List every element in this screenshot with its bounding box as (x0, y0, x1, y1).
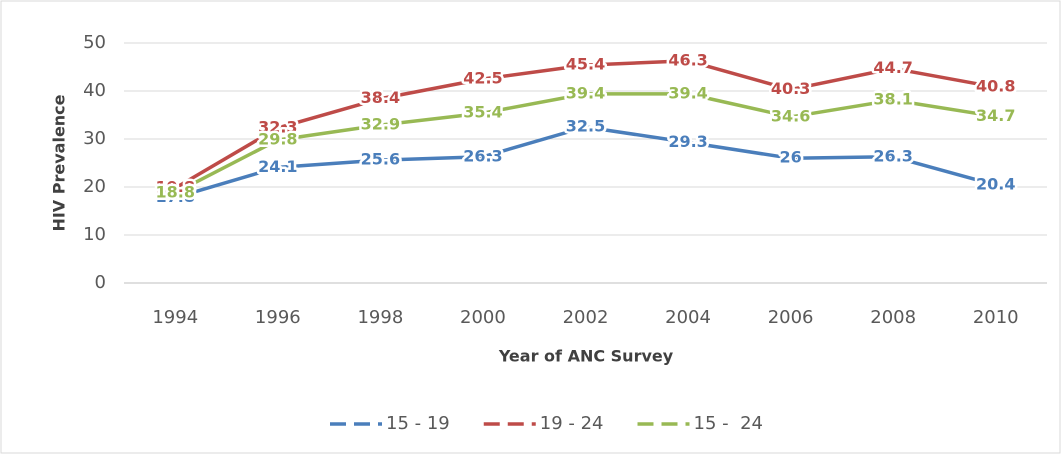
data-label: 38.1 (873, 90, 912, 109)
data-label: 38.4 (361, 88, 400, 107)
y-tick-label: 30 (83, 128, 106, 149)
y-tick-label: 40 (83, 80, 106, 101)
y-tick-label: 50 (83, 32, 106, 53)
data-label: 17.8 (156, 187, 195, 206)
data-label: 32.5 (566, 117, 605, 136)
data-label: 25.6 (361, 150, 400, 169)
data-label: 26.3 (463, 146, 502, 165)
data-label: 40.8 (976, 77, 1015, 96)
data-label: 29.3 (668, 132, 707, 151)
data-label: 39.4 (668, 83, 707, 102)
data-label: 32.9 (361, 115, 400, 134)
x-tick-label: 2000 (460, 307, 506, 328)
data-label: 26 (779, 148, 801, 167)
data-label: 34.7 (976, 106, 1015, 125)
series-line (174, 92, 996, 195)
y-tick-label: 10 (83, 224, 106, 245)
data-label: 32.3 (258, 117, 297, 136)
y-axis-label: HIV Prevalence (50, 94, 69, 231)
series-line (174, 59, 997, 190)
x-tick-label: 1998 (357, 307, 403, 328)
data-label: 39.4 (566, 83, 605, 102)
data-label: 19.8 (156, 177, 195, 196)
data-label: 45.4 (566, 55, 605, 74)
x-tick-label: 2008 (870, 307, 916, 328)
data-label: 26.3 (873, 146, 912, 165)
x-tick-label: 2002 (563, 307, 609, 328)
legend-label: 15 - 24 (694, 413, 763, 434)
x-tick-label: 1994 (152, 307, 198, 328)
legend-label: 15 - 19 (386, 413, 450, 434)
data-label: 35.4 (463, 103, 502, 122)
x-tick-label: 2006 (768, 307, 814, 328)
data-label: 44.7 (873, 58, 912, 77)
x-tick-label: 2004 (665, 307, 711, 328)
y-tick-label: 20 (83, 176, 106, 197)
x-tick-label: 1996 (255, 307, 301, 328)
data-label: 40.3 (771, 79, 810, 98)
x-tick-label: 2010 (973, 307, 1019, 328)
data-label: 29.8 (258, 129, 297, 148)
data-label: 18.8 (156, 182, 195, 201)
x-axis-label: Year of ANC Survey (498, 347, 674, 366)
data-label: 42.5 (463, 69, 502, 88)
data-label: 46.3 (668, 50, 707, 69)
legend-label: 19 - 24 (540, 413, 604, 434)
series-line (174, 125, 997, 200)
data-label: 24.1 (258, 157, 297, 176)
y-tick-label: 0 (95, 272, 106, 293)
data-label: 20.4 (976, 175, 1015, 194)
data-label: 34.6 (771, 106, 810, 125)
